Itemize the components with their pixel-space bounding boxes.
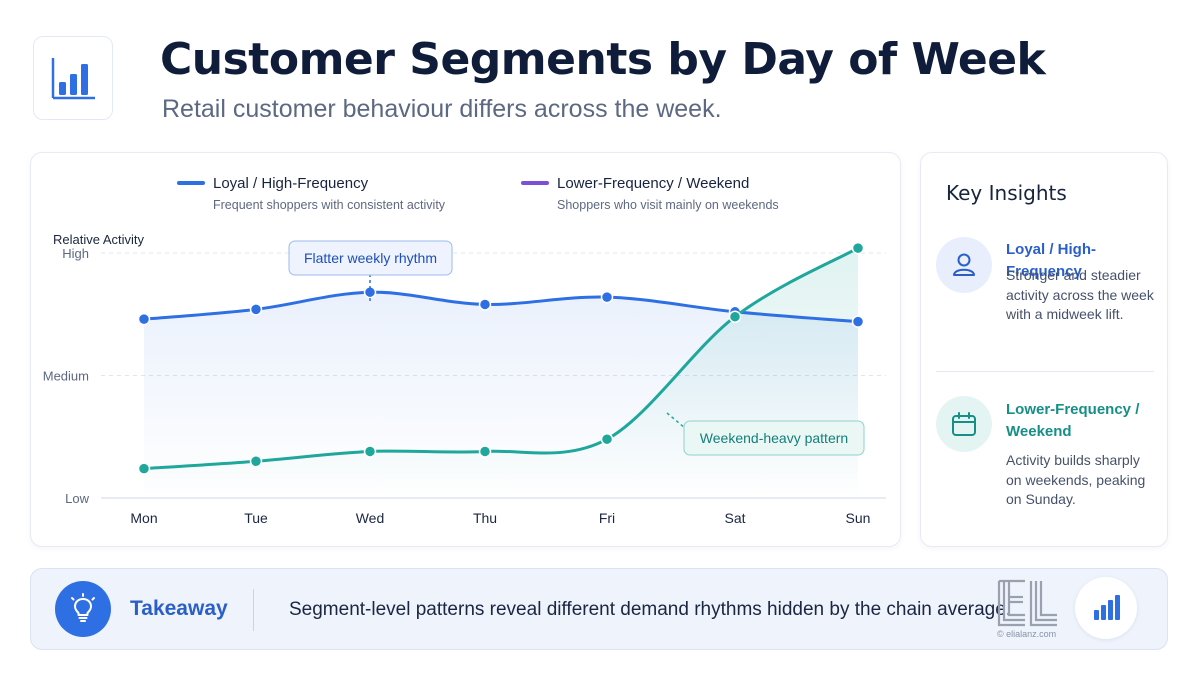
annotation-leader xyxy=(666,412,686,429)
legend-label: Loyal / High-Frequency xyxy=(213,175,369,192)
x-tick-label: Fri xyxy=(599,510,615,526)
x-tick-label: Sun xyxy=(846,510,871,526)
insight-heading-loyal: Loyal / High-Frequency xyxy=(1006,241,1096,280)
annotation-box xyxy=(683,420,865,456)
takeaway-bar: Takeaway Segment-level patterns reveal d… xyxy=(30,568,1168,650)
bar-chart-icon xyxy=(51,58,95,100)
takeaway-divider xyxy=(253,589,254,631)
watermark-logo xyxy=(997,579,1057,627)
x-tick-label: Tue xyxy=(244,510,268,526)
insight-heading-weekend: Lower-Frequency / Weekend xyxy=(1006,401,1140,440)
chart-card: Relative Activity Low Medium High Mon Tue Wed T… xyxy=(30,152,901,547)
insight-text-weekend: Activity builds sharply on weekends, pea… xyxy=(1006,452,1146,507)
insights-title: Key Insights xyxy=(946,181,1067,205)
x-tick-label: Thu xyxy=(473,510,497,526)
lightbulb-icon xyxy=(55,581,111,637)
watermark-caption: © elialanz.com xyxy=(997,629,1057,639)
data-point xyxy=(137,462,151,475)
series-area xyxy=(144,248,858,498)
data-point xyxy=(137,312,151,326)
y-tick-label: Medium xyxy=(43,369,89,384)
page-subtitle: Retail customer behaviour differs across… xyxy=(162,95,722,123)
legend-label: Lower-Frequency / Weekend xyxy=(557,175,749,192)
data-point xyxy=(249,303,263,316)
data-point xyxy=(851,241,865,255)
x-tick-label: Wed xyxy=(356,510,385,526)
y-tick-label: High xyxy=(62,246,89,261)
annotation-box xyxy=(288,240,453,276)
data-point xyxy=(600,432,614,446)
bar-chart-icon xyxy=(1075,577,1137,639)
takeaway-text: Segment-level patterns reveal different … xyxy=(289,599,1012,620)
annotation-label: Weekend-heavy pattern xyxy=(700,430,848,446)
takeaway-label: Takeaway xyxy=(130,597,228,620)
data-point xyxy=(851,315,865,328)
header-logo xyxy=(33,36,113,120)
data-point xyxy=(478,445,492,458)
x-tick-label: Sat xyxy=(724,510,745,526)
legend-description: Shoppers who visit mainly on weekends xyxy=(557,198,779,212)
y-axis-label: Relative Activity xyxy=(53,232,145,247)
insights-divider xyxy=(936,371,1154,372)
x-tick-label: Mon xyxy=(130,510,157,526)
annotation-label: Flatter weekly rhythm xyxy=(304,250,437,266)
user-icon xyxy=(936,237,992,293)
calendar-icon xyxy=(936,396,992,452)
data-point xyxy=(478,298,492,311)
page-title: Customer Segments by Day of Week xyxy=(160,34,1046,85)
y-tick-label: Low xyxy=(65,491,89,506)
data-point xyxy=(363,445,377,458)
legend-description: Frequent shoppers with consistent activi… xyxy=(213,198,446,212)
data-point xyxy=(249,455,263,468)
insight-text-loyal: Stronger and steadier activity across th… xyxy=(1006,267,1154,322)
data-point xyxy=(728,310,742,323)
data-point xyxy=(600,290,614,304)
line-chart: Relative Activity Low Medium High Mon Tue Wed T… xyxy=(43,175,886,526)
key-insights-card: Key Insights Loyal / High-Frequency Stro… xyxy=(920,152,1168,547)
